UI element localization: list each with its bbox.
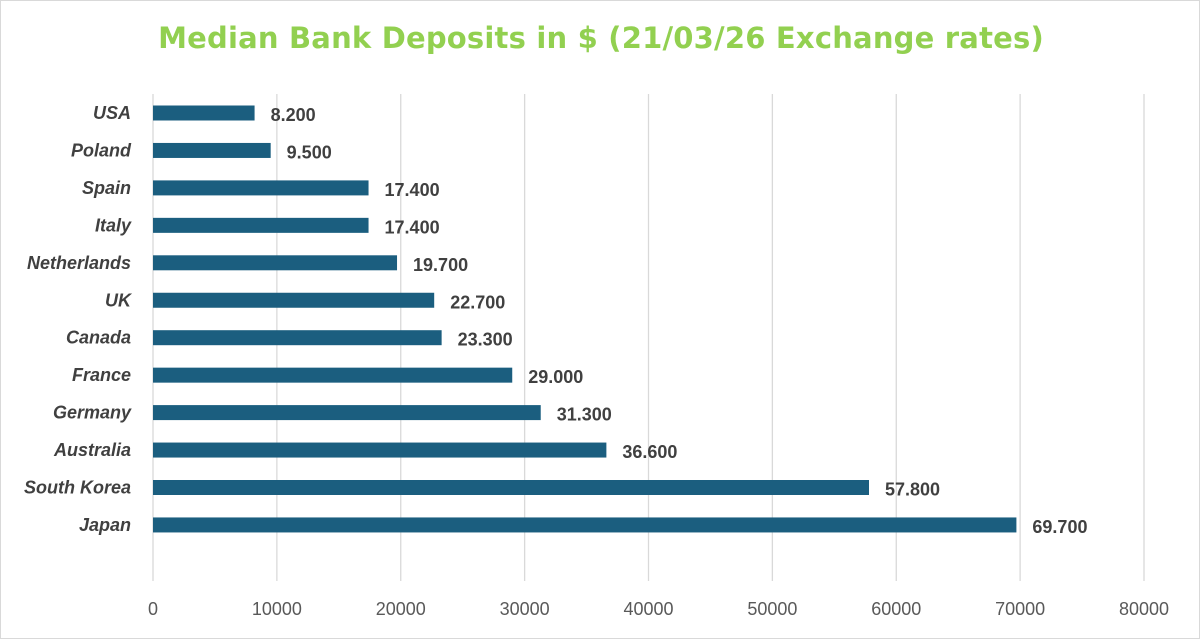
- bar: [153, 442, 607, 458]
- category-label: France: [72, 365, 131, 385]
- category-label: Italy: [95, 215, 132, 235]
- bar: [153, 480, 869, 495]
- category-label: Canada: [66, 328, 131, 348]
- data-label: 57.800: [885, 480, 940, 500]
- x-axis-tick-labels: 0 10000 20000 30000 40000 50000 60000 70000 8000…: [148, 599, 1169, 619]
- category-label: UK: [105, 290, 133, 310]
- category-labels: USA Poland Spain Italy Netherlands UK Canada Fr…: [24, 103, 133, 535]
- value-labels: 8.200 9.500 17.400 17.400 19.700 22.700 23.300…: [271, 105, 1088, 537]
- category-label: Germany: [53, 403, 132, 423]
- category-label: Spain: [82, 178, 131, 198]
- x-tick-label: 70000: [995, 599, 1045, 619]
- category-label: USA: [93, 103, 131, 123]
- data-label: 17.400: [385, 217, 440, 237]
- bar: [153, 367, 513, 383]
- bar: [153, 405, 541, 421]
- data-label: 22.700: [450, 292, 505, 312]
- data-label: 36.600: [622, 442, 677, 462]
- category-label: South Korea: [24, 478, 131, 498]
- bar: [153, 330, 442, 346]
- x-tick-label: 40000: [623, 599, 673, 619]
- bars: [153, 105, 1017, 533]
- data-label: 17.400: [385, 180, 440, 200]
- data-label: 23.300: [458, 330, 513, 350]
- category-label: Japan: [79, 515, 131, 535]
- data-label: 19.700: [413, 255, 468, 275]
- x-tick-label: 20000: [376, 599, 426, 619]
- chart-title: Median Bank Deposits in $ (21/03/26 Exch…: [158, 21, 1044, 55]
- category-label: Netherlands: [27, 253, 131, 273]
- bar: [153, 292, 435, 308]
- bar: [153, 142, 271, 158]
- data-label: 69.700: [1032, 517, 1087, 537]
- bar: [153, 255, 398, 271]
- x-tick-label: 30000: [500, 599, 550, 619]
- bar: [153, 105, 255, 121]
- data-label: 31.300: [557, 405, 612, 425]
- bar: [153, 217, 369, 233]
- bar: [153, 180, 369, 196]
- category-label: Poland: [71, 140, 132, 160]
- category-label: Australia: [53, 440, 131, 460]
- x-tick-label: 80000: [1119, 599, 1169, 619]
- x-tick-label: 50000: [747, 599, 797, 619]
- x-tick-label: 0: [148, 599, 158, 619]
- data-label: 8.200: [271, 105, 316, 125]
- data-label: 9.500: [287, 142, 332, 162]
- bar: [153, 517, 1017, 533]
- x-tick-label: 60000: [871, 599, 921, 619]
- x-tick-label: 10000: [252, 599, 302, 619]
- data-label: 29.000: [528, 367, 583, 387]
